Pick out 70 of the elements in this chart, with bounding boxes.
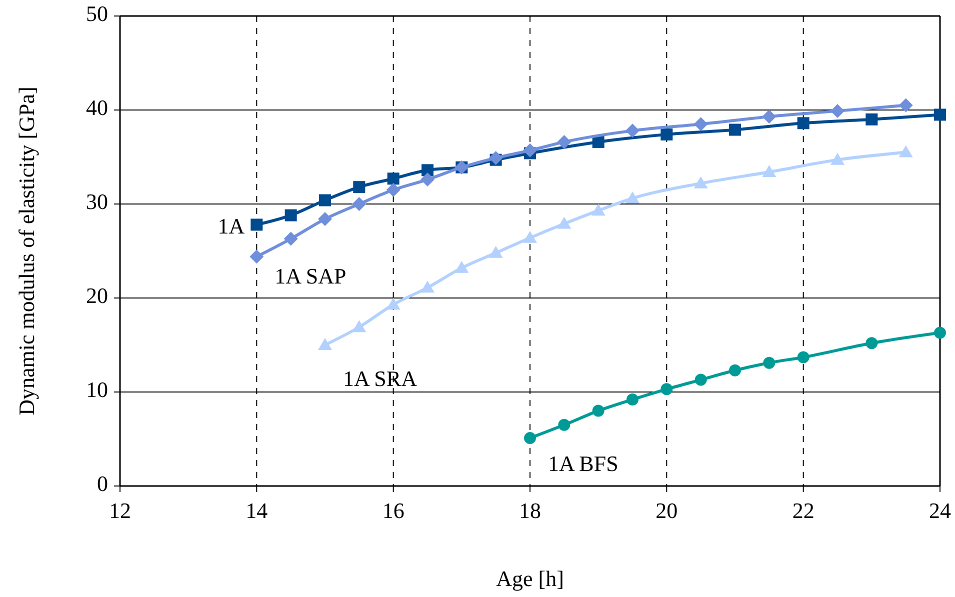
x-tick-label: 12 xyxy=(109,498,131,523)
x-tick-label: 18 xyxy=(519,498,541,523)
point xyxy=(422,164,434,176)
point xyxy=(729,124,741,136)
point xyxy=(454,260,469,273)
y-tick-label: 20 xyxy=(86,283,108,308)
point xyxy=(523,230,537,243)
point xyxy=(592,404,604,417)
point xyxy=(387,172,400,185)
y-tick-label: 40 xyxy=(86,95,108,120)
y-tick-label: 0 xyxy=(97,471,108,496)
point xyxy=(488,246,503,258)
point xyxy=(797,351,810,364)
point xyxy=(523,143,537,158)
point xyxy=(830,104,844,118)
point xyxy=(694,374,707,386)
point xyxy=(420,280,434,293)
x-tick-label: 14 xyxy=(246,498,268,523)
y-axis-title: Dynamic modulus of elasticity [GPa] xyxy=(14,86,39,416)
point xyxy=(318,338,332,350)
point xyxy=(352,197,366,211)
x-tick-label: 16 xyxy=(382,498,404,523)
point xyxy=(557,216,572,229)
point xyxy=(694,117,708,132)
y-tick-label: 50 xyxy=(86,1,108,26)
series-label: 1A BFS xyxy=(548,451,618,476)
point xyxy=(250,218,263,231)
point xyxy=(729,364,741,376)
y-tick-label: 30 xyxy=(86,189,108,214)
point xyxy=(626,124,640,138)
point xyxy=(763,356,776,369)
point xyxy=(353,181,366,194)
point xyxy=(386,182,400,197)
point xyxy=(284,232,298,246)
point xyxy=(626,191,640,204)
point xyxy=(591,204,606,216)
point xyxy=(797,117,810,130)
point xyxy=(898,145,913,158)
series-label: 1A SAP xyxy=(274,264,346,289)
x-tick-label: 24 xyxy=(929,498,951,523)
point xyxy=(318,212,332,226)
point xyxy=(898,98,913,112)
point xyxy=(488,150,503,165)
point xyxy=(557,134,572,149)
point xyxy=(319,194,331,206)
point xyxy=(386,298,400,310)
point xyxy=(830,152,844,165)
x-tick-label: 20 xyxy=(656,498,678,523)
point xyxy=(284,209,297,222)
point xyxy=(694,176,708,188)
point xyxy=(866,337,878,350)
x-tick-label: 22 xyxy=(792,498,814,523)
point xyxy=(934,108,946,121)
series-label: 1A xyxy=(218,214,245,239)
point xyxy=(660,128,673,140)
point xyxy=(866,113,878,126)
point xyxy=(524,432,536,444)
point xyxy=(762,110,776,124)
y-tick-label: 10 xyxy=(86,377,108,402)
point xyxy=(660,383,673,396)
point xyxy=(352,320,366,332)
series-label: 1A SRA xyxy=(343,366,418,392)
point xyxy=(420,172,434,187)
point xyxy=(592,136,604,148)
point xyxy=(250,250,264,264)
point xyxy=(934,326,946,339)
point xyxy=(558,418,570,431)
x-axis-title: Age [h] xyxy=(496,566,564,591)
point xyxy=(762,165,776,178)
point xyxy=(626,394,638,406)
